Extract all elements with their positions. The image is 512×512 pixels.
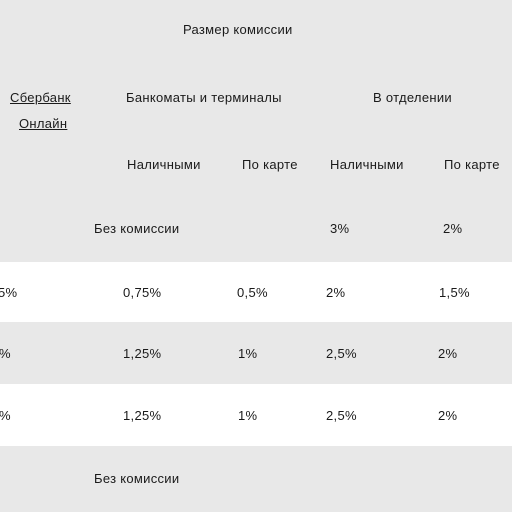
row2-online: %	[0, 346, 11, 361]
row3-atm-cash: 1,25%	[123, 408, 162, 423]
atm-cash-header: Наличными	[127, 157, 201, 172]
row4-atm-merged: Без комиссии	[94, 471, 180, 486]
row3-online: %	[0, 408, 11, 423]
row1-atm-card: 0,5%	[237, 285, 268, 300]
table-row	[0, 322, 512, 384]
branch-cash-header: Наличными	[330, 157, 404, 172]
table-row	[0, 446, 512, 512]
sberbank-online-link-line2[interactable]: Онлайн	[19, 116, 68, 131]
table-row	[0, 384, 512, 446]
sberbank-online-link-line1[interactable]: Сбербанк	[10, 90, 71, 105]
row0-branch-cash: 3%	[330, 221, 350, 236]
atm-card-header: По карте	[242, 157, 298, 172]
branch-card-header: По карте	[444, 157, 500, 172]
row1-atm-cash: 0,75%	[123, 285, 162, 300]
row0-atm-merged: Без комиссии	[94, 221, 180, 236]
row0-branch-card: 2%	[443, 221, 463, 236]
row2-branch-cash: 2,5%	[326, 346, 357, 361]
row1-branch-cash: 2%	[326, 285, 346, 300]
row2-branch-card: 2%	[438, 346, 458, 361]
row2-atm-cash: 1,25%	[123, 346, 162, 361]
row3-branch-cash: 2,5%	[326, 408, 357, 423]
branch-header: В отделении	[373, 90, 452, 105]
row1-online: 5%	[0, 285, 18, 300]
table-header-background	[0, 0, 512, 262]
row3-atm-card: 1%	[238, 408, 258, 423]
table-title: Размер комиссии	[183, 22, 293, 37]
table-row	[0, 262, 512, 322]
atm-terminals-header: Банкоматы и терминалы	[126, 90, 282, 105]
row3-branch-card: 2%	[438, 408, 458, 423]
row1-branch-card: 1,5%	[439, 285, 470, 300]
row2-atm-card: 1%	[238, 346, 258, 361]
